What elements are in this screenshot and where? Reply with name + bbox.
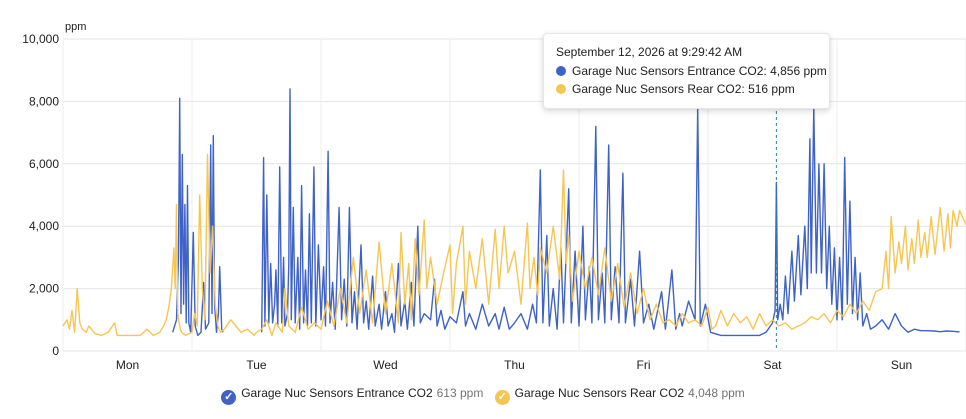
x-tick-label: Tue — [246, 358, 267, 372]
series-rear-line — [261, 169, 966, 337]
legend-entrance-value: 613 ppm — [436, 386, 484, 400]
y-tick-label: 4,000 — [29, 219, 59, 233]
legend-check-icon[interactable]: ✓ — [221, 390, 237, 405]
y-tick-label: 10,000 — [22, 32, 59, 46]
legend-check-icon[interactable]: ✓ — [494, 390, 510, 405]
y-tick-label: 2,000 — [29, 282, 59, 296]
tooltip-title: September 12, 2026 at 9:29:42 AM — [556, 45, 743, 59]
tooltip-row-rear: Garage Nuc Sensors Rear CO2: 516 ppm — [556, 82, 795, 96]
y-tick-label: 0 — [52, 344, 59, 358]
x-tick-label: Sun — [891, 358, 912, 372]
legend-rear-value: 4,048 ppm — [688, 386, 745, 400]
tooltip-entrance-label: Garage Nuc Sensors Entrance CO2: 4,856 p… — [572, 64, 827, 78]
series-entrance-line — [261, 88, 960, 337]
legend-rear-name: Garage Nuc Sensors Rear CO2 — [514, 386, 685, 400]
x-tick-label: Mon — [116, 358, 139, 372]
y-axis-label: ppm — [65, 21, 86, 33]
x-tick-label: Thu — [504, 358, 525, 372]
x-tick-label: Wed — [373, 358, 397, 372]
x-tick-label: Sat — [763, 358, 782, 372]
x-tick-label: Fri — [637, 358, 651, 372]
tooltip-rear-label: Garage Nuc Sensors Rear CO2: 516 ppm — [572, 82, 795, 96]
y-tick-label: 8,000 — [29, 94, 59, 108]
series-rear-line — [62, 153, 263, 337]
tooltip-entrance-dot — [556, 66, 566, 76]
legend-entrance-name: Garage Nuc Sensors Entrance CO2 — [241, 386, 433, 400]
chart-tooltip: September 12, 2026 at 9:29:42 AM Garage … — [543, 33, 830, 109]
chart-legend: ✓ Garage Nuc Sensors Entrance CO2 613 ppm … — [0, 386, 966, 408]
y-tick-label: 6,000 — [29, 157, 59, 171]
legend-item-entrance[interactable]: ✓ Garage Nuc Sensors Entrance CO2 613 ppm — [221, 386, 483, 405]
tooltip-rear-dot — [556, 84, 566, 94]
legend-item-rear[interactable]: ✓ Garage Nuc Sensors Rear CO2 4,048 ppm — [494, 386, 745, 405]
series-entrance-line — [172, 97, 224, 337]
tooltip-row-entrance: Garage Nuc Sensors Entrance CO2: 4,856 p… — [556, 64, 827, 78]
